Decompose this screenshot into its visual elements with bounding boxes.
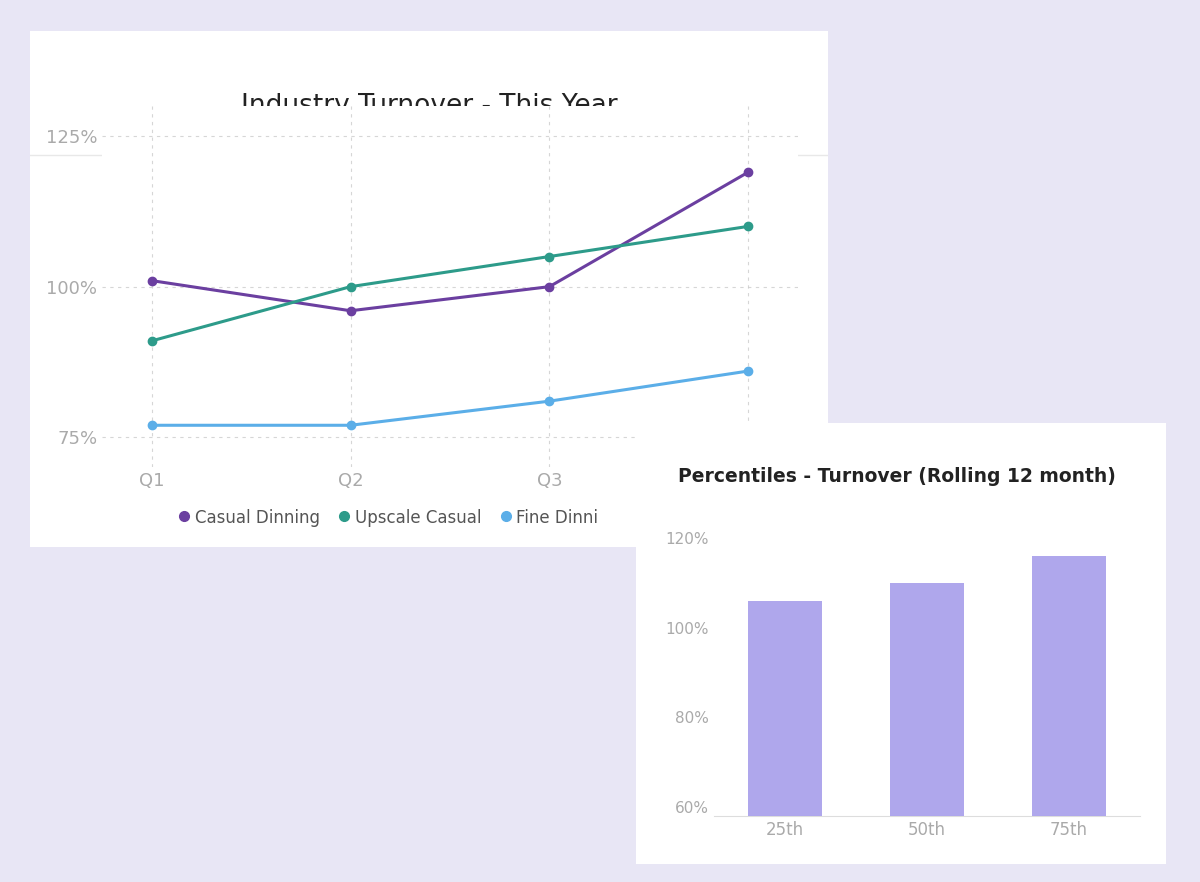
Bar (890, 583, 964, 816)
Text: Percentiles - Turnover (Rolling 12 month): Percentiles - Turnover (Rolling 12 month… (678, 467, 1116, 487)
Bar (1032, 557, 1106, 816)
Bar (748, 601, 822, 816)
Legend: Casual Dinning, Upscale Casual, Fine Dinni: Casual Dinning, Upscale Casual, Fine Din… (173, 502, 605, 534)
Text: Industry Turnover - This Year: Industry Turnover - This Year (241, 93, 617, 119)
